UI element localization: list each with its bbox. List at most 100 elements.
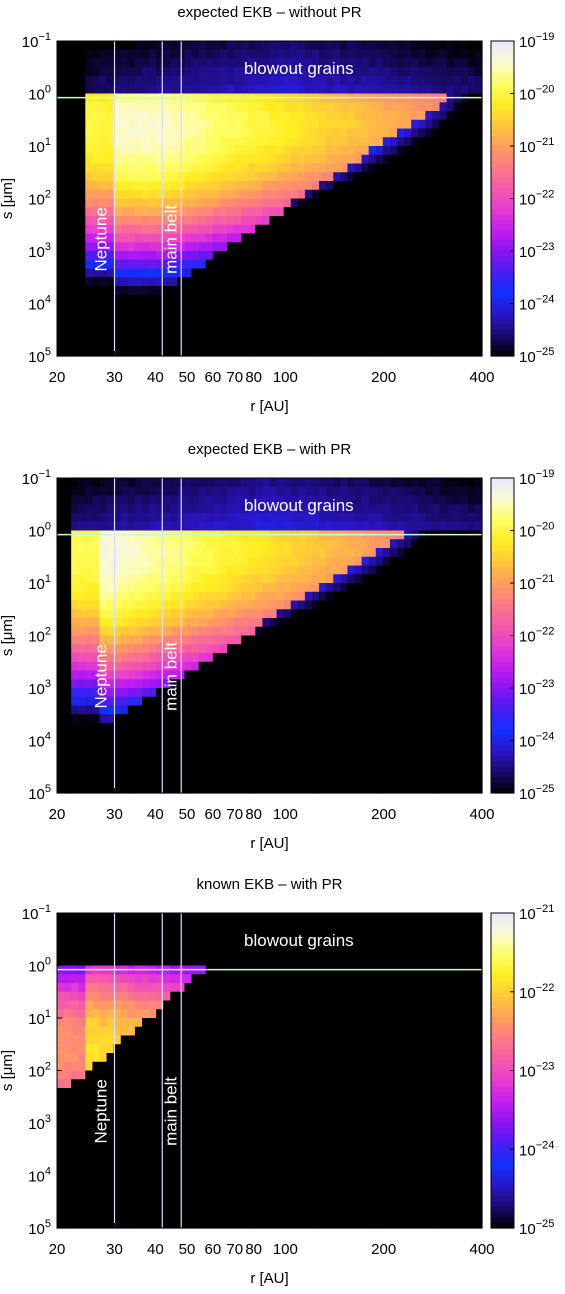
heatmap-cell: [461, 225, 469, 234]
heatmap-cell: [461, 688, 469, 697]
heatmap-cell: [128, 1018, 136, 1027]
heatmap-cell: [135, 931, 143, 940]
heatmap-cell: [78, 548, 86, 557]
heatmap-cell: [447, 496, 455, 505]
heatmap-cell: [78, 592, 86, 601]
heatmap-cell: [199, 627, 207, 636]
heatmap-cell: [234, 234, 242, 243]
heatmap-cell: [121, 504, 129, 513]
heatmap-cell: [425, 609, 433, 618]
heatmap-cell: [107, 1184, 115, 1193]
heatmap-cell: [355, 225, 363, 234]
heatmap-cell: [142, 784, 150, 793]
heatmap-cell: [468, 137, 476, 146]
x-tick-label: 30: [106, 369, 123, 386]
heatmap-cell: [383, 618, 391, 627]
heatmap-cell: [128, 478, 136, 487]
heatmap-cell: [71, 59, 79, 68]
heatmap-cell: [135, 330, 143, 339]
heatmap-cell: [142, 653, 150, 662]
heatmap-cell: [227, 41, 235, 50]
heatmap-cell: [390, 627, 398, 636]
heatmap-cell: [255, 478, 263, 487]
heatmap-cell: [326, 706, 334, 715]
heatmap-cell: [397, 146, 405, 155]
heatmap-cell: [85, 155, 93, 164]
heatmap-cell: [319, 487, 327, 496]
heatmap-cell: [135, 190, 143, 199]
heatmap-cell: [71, 939, 79, 948]
heatmap-cell: [57, 1009, 65, 1018]
heatmap-cell: [277, 776, 285, 785]
heatmap-cell: [227, 137, 235, 146]
heatmap-cell: [100, 939, 108, 948]
heatmap-cell: [192, 478, 200, 487]
heatmap-cell: [100, 146, 108, 155]
heatmap-cell: [383, 172, 391, 181]
heatmap-cell: [227, 129, 235, 138]
heatmap-cell: [390, 601, 398, 610]
heatmap-cell: [319, 269, 327, 278]
colorbar-segment: [491, 235, 514, 241]
heatmap-cell: [447, 347, 455, 356]
heatmap-cell: [447, 557, 455, 566]
heatmap-cell: [128, 225, 136, 234]
heatmap-cell: [262, 539, 270, 548]
heatmap-cell: [185, 339, 193, 348]
heatmap-cell: [121, 242, 129, 251]
heatmap-cell: [234, 67, 242, 76]
heatmap-cell: [383, 50, 391, 59]
heatmap-cell: [461, 478, 469, 487]
colorbar-segment: [491, 62, 514, 68]
heatmap-cell: [241, 120, 249, 129]
heatmap-cell: [461, 504, 469, 513]
heatmap-cell: [227, 776, 235, 785]
heatmap-cell: [121, 1053, 129, 1062]
heatmap-cell: [149, 199, 157, 208]
heatmap-cell: [397, 312, 405, 321]
heatmap-cell: [213, 207, 221, 216]
heatmap-cell: [163, 85, 171, 94]
heatmap-cell: [425, 592, 433, 601]
heatmap-cell: [305, 216, 313, 225]
heatmap-cell: [163, 548, 171, 557]
heatmap-cell: [227, 671, 235, 680]
heatmap-cell: [241, 522, 249, 531]
heatmap-cell: [432, 548, 440, 557]
heatmap-cell: [192, 269, 200, 278]
heatmap-cell: [121, 592, 129, 601]
colorbar-segment: [491, 251, 514, 257]
heatmap-cell: [418, 627, 426, 636]
heatmap-cell: [284, 102, 292, 111]
heatmap-cell: [206, 557, 214, 566]
heatmap-cell: [390, 199, 398, 208]
heatmap-cell: [440, 111, 448, 120]
heatmap-cell: [135, 312, 143, 321]
heatmap-cell: [192, 548, 200, 557]
heatmap-cell: [149, 111, 157, 120]
heatmap-cell: [64, 671, 72, 680]
heatmap-cell: [305, 741, 313, 750]
heatmap-cell: [142, 225, 150, 234]
heatmap-cell: [376, 242, 384, 251]
heatmap-cell: [319, 522, 327, 531]
heatmap-cell: [369, 41, 377, 50]
heatmap-cell: [85, 137, 93, 146]
colorbar-segment: [491, 94, 514, 100]
heatmap-cell: [454, 609, 462, 618]
heatmap-cell: [454, 601, 462, 610]
heatmap-cell: [461, 583, 469, 592]
x-axis-label: r [AU]: [250, 835, 288, 852]
heatmap-cell: [206, 216, 214, 225]
heatmap-cell: [284, 286, 292, 295]
heatmap-cell: [78, 67, 86, 76]
heatmap-cell: [454, 618, 462, 627]
heatmap-cell: [107, 983, 115, 992]
heatmap-cell: [121, 339, 129, 348]
heatmap-cell: [447, 776, 455, 785]
heatmap-cell: [57, 776, 65, 785]
heatmap-cell: [85, 347, 93, 356]
heatmap-cell: [121, 513, 129, 522]
heatmap-cell: [135, 59, 143, 68]
heatmap-cell: [277, 269, 285, 278]
